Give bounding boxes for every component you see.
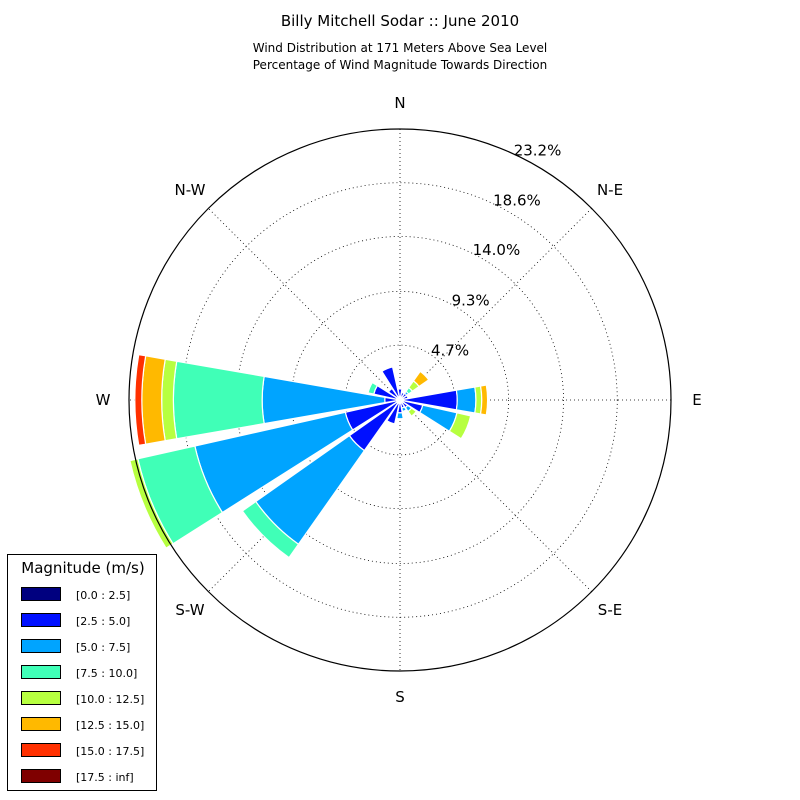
bar-dir90-bin5 <box>479 384 489 416</box>
bar-dir90-bin2 <box>455 386 477 414</box>
bar-dir112.5-bin4 <box>448 412 472 440</box>
wind-rose-bars <box>129 353 489 559</box>
bar-dir270-bin5 <box>141 355 166 445</box>
legend-swatch <box>21 665 61 679</box>
radial-tick-label-4: 23.2% <box>514 142 562 160</box>
legend-label: [17.5 : inf] <box>76 771 134 784</box>
legend-item: [5.0 : 7.5] <box>21 639 155 655</box>
grid-ring-3 <box>182 182 618 618</box>
axis-labels: N N-E E S-E S S-W W N-W 4.7% 9.3% 14.0% 18.6% 23.2% <box>96 94 702 706</box>
direction-label-sw: S-W <box>175 601 204 619</box>
legend-swatch <box>21 717 61 731</box>
legend-label: [2.5 : 5.0] <box>76 615 131 628</box>
legend-item: [10.0 : 12.5] <box>21 691 155 707</box>
direction-label-e: E <box>692 391 701 409</box>
legend-swatch <box>21 769 61 783</box>
legend-label: [12.5 : 15.0] <box>76 719 145 732</box>
radial-tick-label-1: 9.3% <box>452 292 490 310</box>
bar-dir270-bin3 <box>172 360 265 440</box>
legend-item: [7.5 : 10.0] <box>21 665 155 681</box>
legend-item: [2.5 : 5.0] <box>21 613 155 629</box>
radial-tick-label-0: 4.7% <box>431 341 469 359</box>
bar-dir292.5-bin3 <box>367 381 379 395</box>
chart-subtitle-line2: Percentage of Wind Magnitude Towards Dir… <box>252 58 548 72</box>
bar-dir247.5-bin4 <box>129 458 174 549</box>
legend-swatch <box>21 691 61 705</box>
outer-circle <box>128 128 672 672</box>
chart-subtitle-line1: Wind Distribution at 171 Meters Above Se… <box>252 41 548 55</box>
bar-dir337.5-bin1 <box>381 366 400 398</box>
legend-label: [5.0 : 7.5] <box>76 641 131 654</box>
legend-swatch <box>21 613 61 627</box>
direction-label-s: S <box>395 688 405 706</box>
direction-label-ne: N-E <box>597 181 623 199</box>
bar-dir202.5-bin1 <box>386 402 400 425</box>
legend-label: [15.0 : 17.5] <box>76 745 145 758</box>
legend-item: [17.5 : inf] <box>21 769 155 785</box>
bar-dir270-bin6 <box>134 353 147 447</box>
bar-dir225-bin3 <box>241 500 300 559</box>
legend-swatch <box>21 587 61 601</box>
bar-dir315-bin1 <box>387 387 400 400</box>
legend-item: [15.0 : 17.5] <box>21 743 155 759</box>
legend: Magnitude (m/s) [0.0 : 2.5] [2.5 : 5.0] [5… <box>7 554 157 791</box>
bar-dir45-bin5 <box>412 370 430 388</box>
bar-dir180-bin2 <box>396 411 404 420</box>
direction-label-nw: N-W <box>175 181 206 199</box>
legend-swatch <box>21 743 61 757</box>
legend-label: [10.0 : 12.5] <box>76 693 145 706</box>
bar-dir135-bin4 <box>407 407 418 418</box>
legend-title: Magnitude (m/s) <box>21 559 145 577</box>
legend-item: [12.5 : 15.0] <box>21 717 155 733</box>
legend-label: [7.5 : 10.0] <box>76 667 138 680</box>
grid-ring-2 <box>236 236 564 564</box>
legend-item: [0.0 : 2.5] <box>21 587 155 603</box>
direction-label-se: S-E <box>598 601 622 619</box>
legend-label: [0.0 : 2.5] <box>76 589 131 602</box>
direction-label-n: N <box>394 94 405 112</box>
legend-swatch <box>21 639 61 653</box>
radial-tick-label-3: 18.6% <box>493 191 541 209</box>
direction-label-w: W <box>96 391 111 409</box>
radial-tick-label-2: 14.0% <box>473 241 521 259</box>
chart-title: Billy Mitchell Sodar :: June 2010 <box>280 12 520 30</box>
